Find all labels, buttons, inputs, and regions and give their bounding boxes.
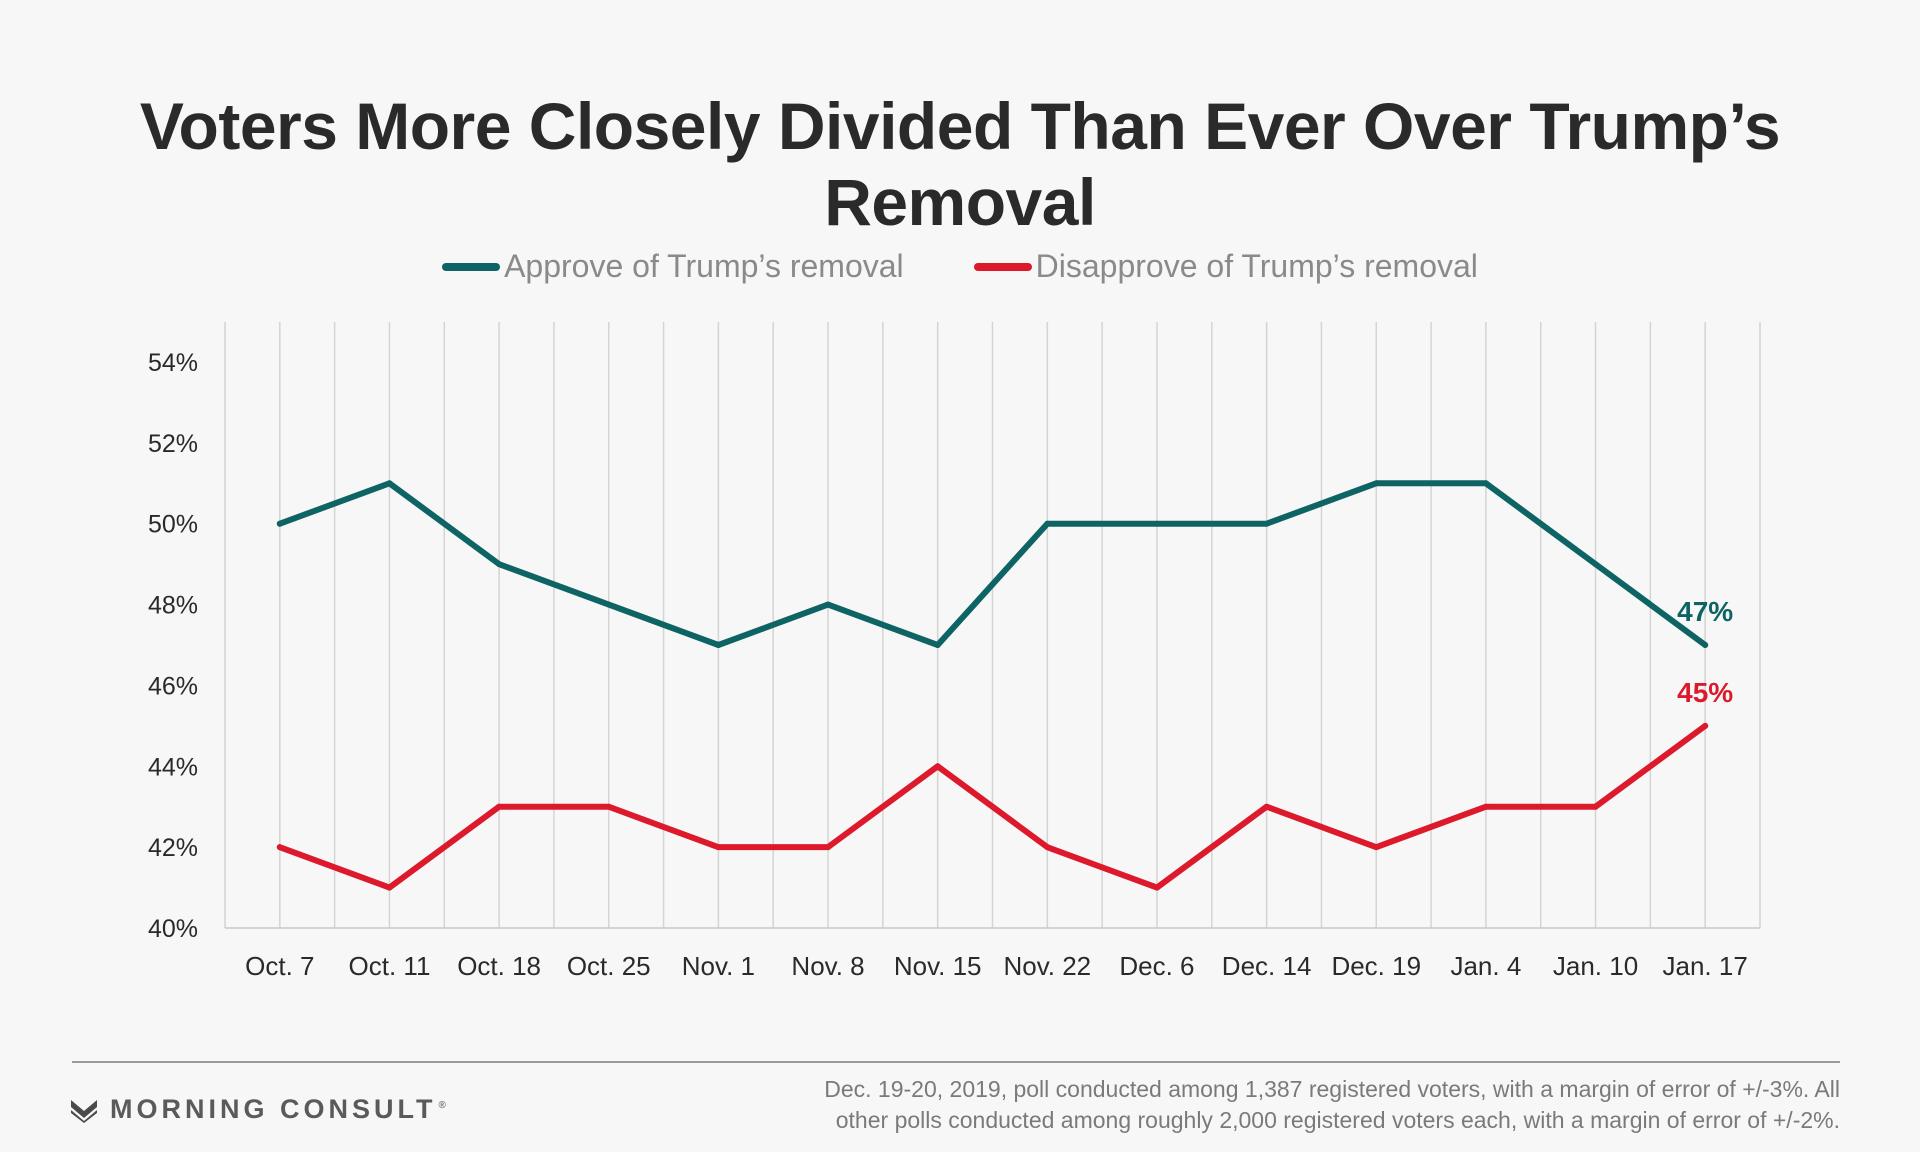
- footer-divider: [72, 1061, 1840, 1063]
- data-point-disapprove: [1702, 722, 1709, 729]
- data-point-approve: [496, 561, 503, 568]
- x-tick-label: Jan. 4: [1450, 951, 1521, 981]
- y-tick-label: 54%: [148, 349, 198, 377]
- methodology-note-line-2: other polls conducted among roughly 2,00…: [835, 1107, 1840, 1133]
- x-tick-label: Jan. 17: [1663, 951, 1748, 981]
- end-value-label-disapprove: 45%: [1677, 677, 1733, 708]
- data-point-disapprove: [386, 884, 393, 891]
- legend-label-disapprove: Disapprove of Trump’s removal: [1035, 248, 1478, 284]
- data-point-disapprove: [1044, 844, 1051, 851]
- data-point-disapprove: [605, 803, 612, 810]
- line-chart: 40% 42% 44% 46% 48% 50% 52% 54% Oct. 7 Oct. 11 Oct…: [148, 322, 1761, 981]
- data-point-approve: [1153, 520, 1160, 527]
- y-tick-label: 48%: [148, 592, 198, 620]
- x-tick-label: Oct. 11: [349, 951, 431, 981]
- data-point-disapprove: [1482, 803, 1489, 810]
- data-point-disapprove: [825, 844, 832, 851]
- data-point-disapprove: [934, 763, 941, 770]
- y-tick-label: 46%: [148, 672, 198, 700]
- data-point-approve: [1263, 520, 1270, 527]
- data-point-approve: [1702, 642, 1709, 648]
- x-tick-label: Dec. 6: [1119, 951, 1194, 981]
- data-point-disapprove: [1592, 803, 1599, 810]
- legend: Approve of Trump’s removal Disapprove of…: [0, 248, 1920, 285]
- y-tick-label: 44%: [148, 753, 198, 781]
- y-tick-label: 42%: [148, 834, 198, 862]
- y-tick-label: 50%: [148, 511, 198, 539]
- x-tick-label: Oct. 7: [245, 951, 314, 981]
- end-value-label-approve: 47%: [1677, 596, 1733, 627]
- trademark-mark: ®: [438, 1100, 446, 1111]
- data-point-approve: [605, 601, 612, 608]
- data-point-approve: [715, 642, 722, 648]
- data-point-approve: [276, 520, 283, 527]
- x-tick-label: Nov. 8: [791, 951, 864, 981]
- data-point-approve: [934, 642, 941, 648]
- series-line-approve: [276, 480, 1709, 648]
- legend-swatch-disapprove: [973, 262, 1032, 271]
- data-point-approve: [1044, 520, 1051, 527]
- legend-item-approve: Approve of Trump’s removal: [442, 248, 904, 285]
- x-tick-label: Nov. 1: [682, 951, 755, 981]
- x-tick-label: Dec. 14: [1222, 951, 1312, 981]
- x-tick-label: Nov. 22: [1003, 951, 1091, 981]
- data-point-disapprove: [1263, 803, 1270, 810]
- data-point-disapprove: [276, 844, 283, 851]
- x-tick-label: Oct. 25: [567, 951, 651, 981]
- legend-item-disapprove: Disapprove of Trump’s removal: [973, 248, 1478, 285]
- data-point-disapprove: [1153, 884, 1160, 891]
- x-tick-label: Jan. 10: [1553, 951, 1638, 981]
- y-tick-label: 52%: [148, 430, 198, 458]
- series-line-disapprove: [276, 722, 1709, 891]
- data-point-approve: [1373, 480, 1380, 487]
- legend-swatch-approve: [442, 262, 501, 271]
- brand-logo: MORNING CONSULT ®: [70, 1094, 446, 1125]
- x-tick-label: Nov. 15: [894, 951, 982, 981]
- brand-name: MORNING CONSULT: [110, 1094, 437, 1124]
- data-point-approve: [1482, 480, 1489, 487]
- methodology-note: Dec. 19-20, 2019, poll conducted among 1…: [740, 1074, 1840, 1136]
- methodology-note-line-1: Dec. 19-20, 2019, poll conducted among 1…: [824, 1076, 1840, 1102]
- y-tick-label: 40%: [148, 915, 198, 943]
- x-tick-label: Oct. 18: [457, 951, 541, 981]
- data-point-disapprove: [496, 803, 503, 810]
- x-tick-label: Dec. 19: [1331, 951, 1421, 981]
- chart-title: Voters More Closely Divided Than Ever Ov…: [139, 89, 1781, 239]
- data-point-disapprove: [715, 844, 722, 851]
- data-point-approve: [1592, 561, 1599, 568]
- data-point-approve: [386, 480, 393, 487]
- legend-label-approve: Approve of Trump’s removal: [504, 248, 904, 284]
- morning-consult-chevron-icon: [71, 1099, 97, 1123]
- data-point-approve: [825, 601, 832, 608]
- data-point-disapprove: [1373, 844, 1380, 851]
